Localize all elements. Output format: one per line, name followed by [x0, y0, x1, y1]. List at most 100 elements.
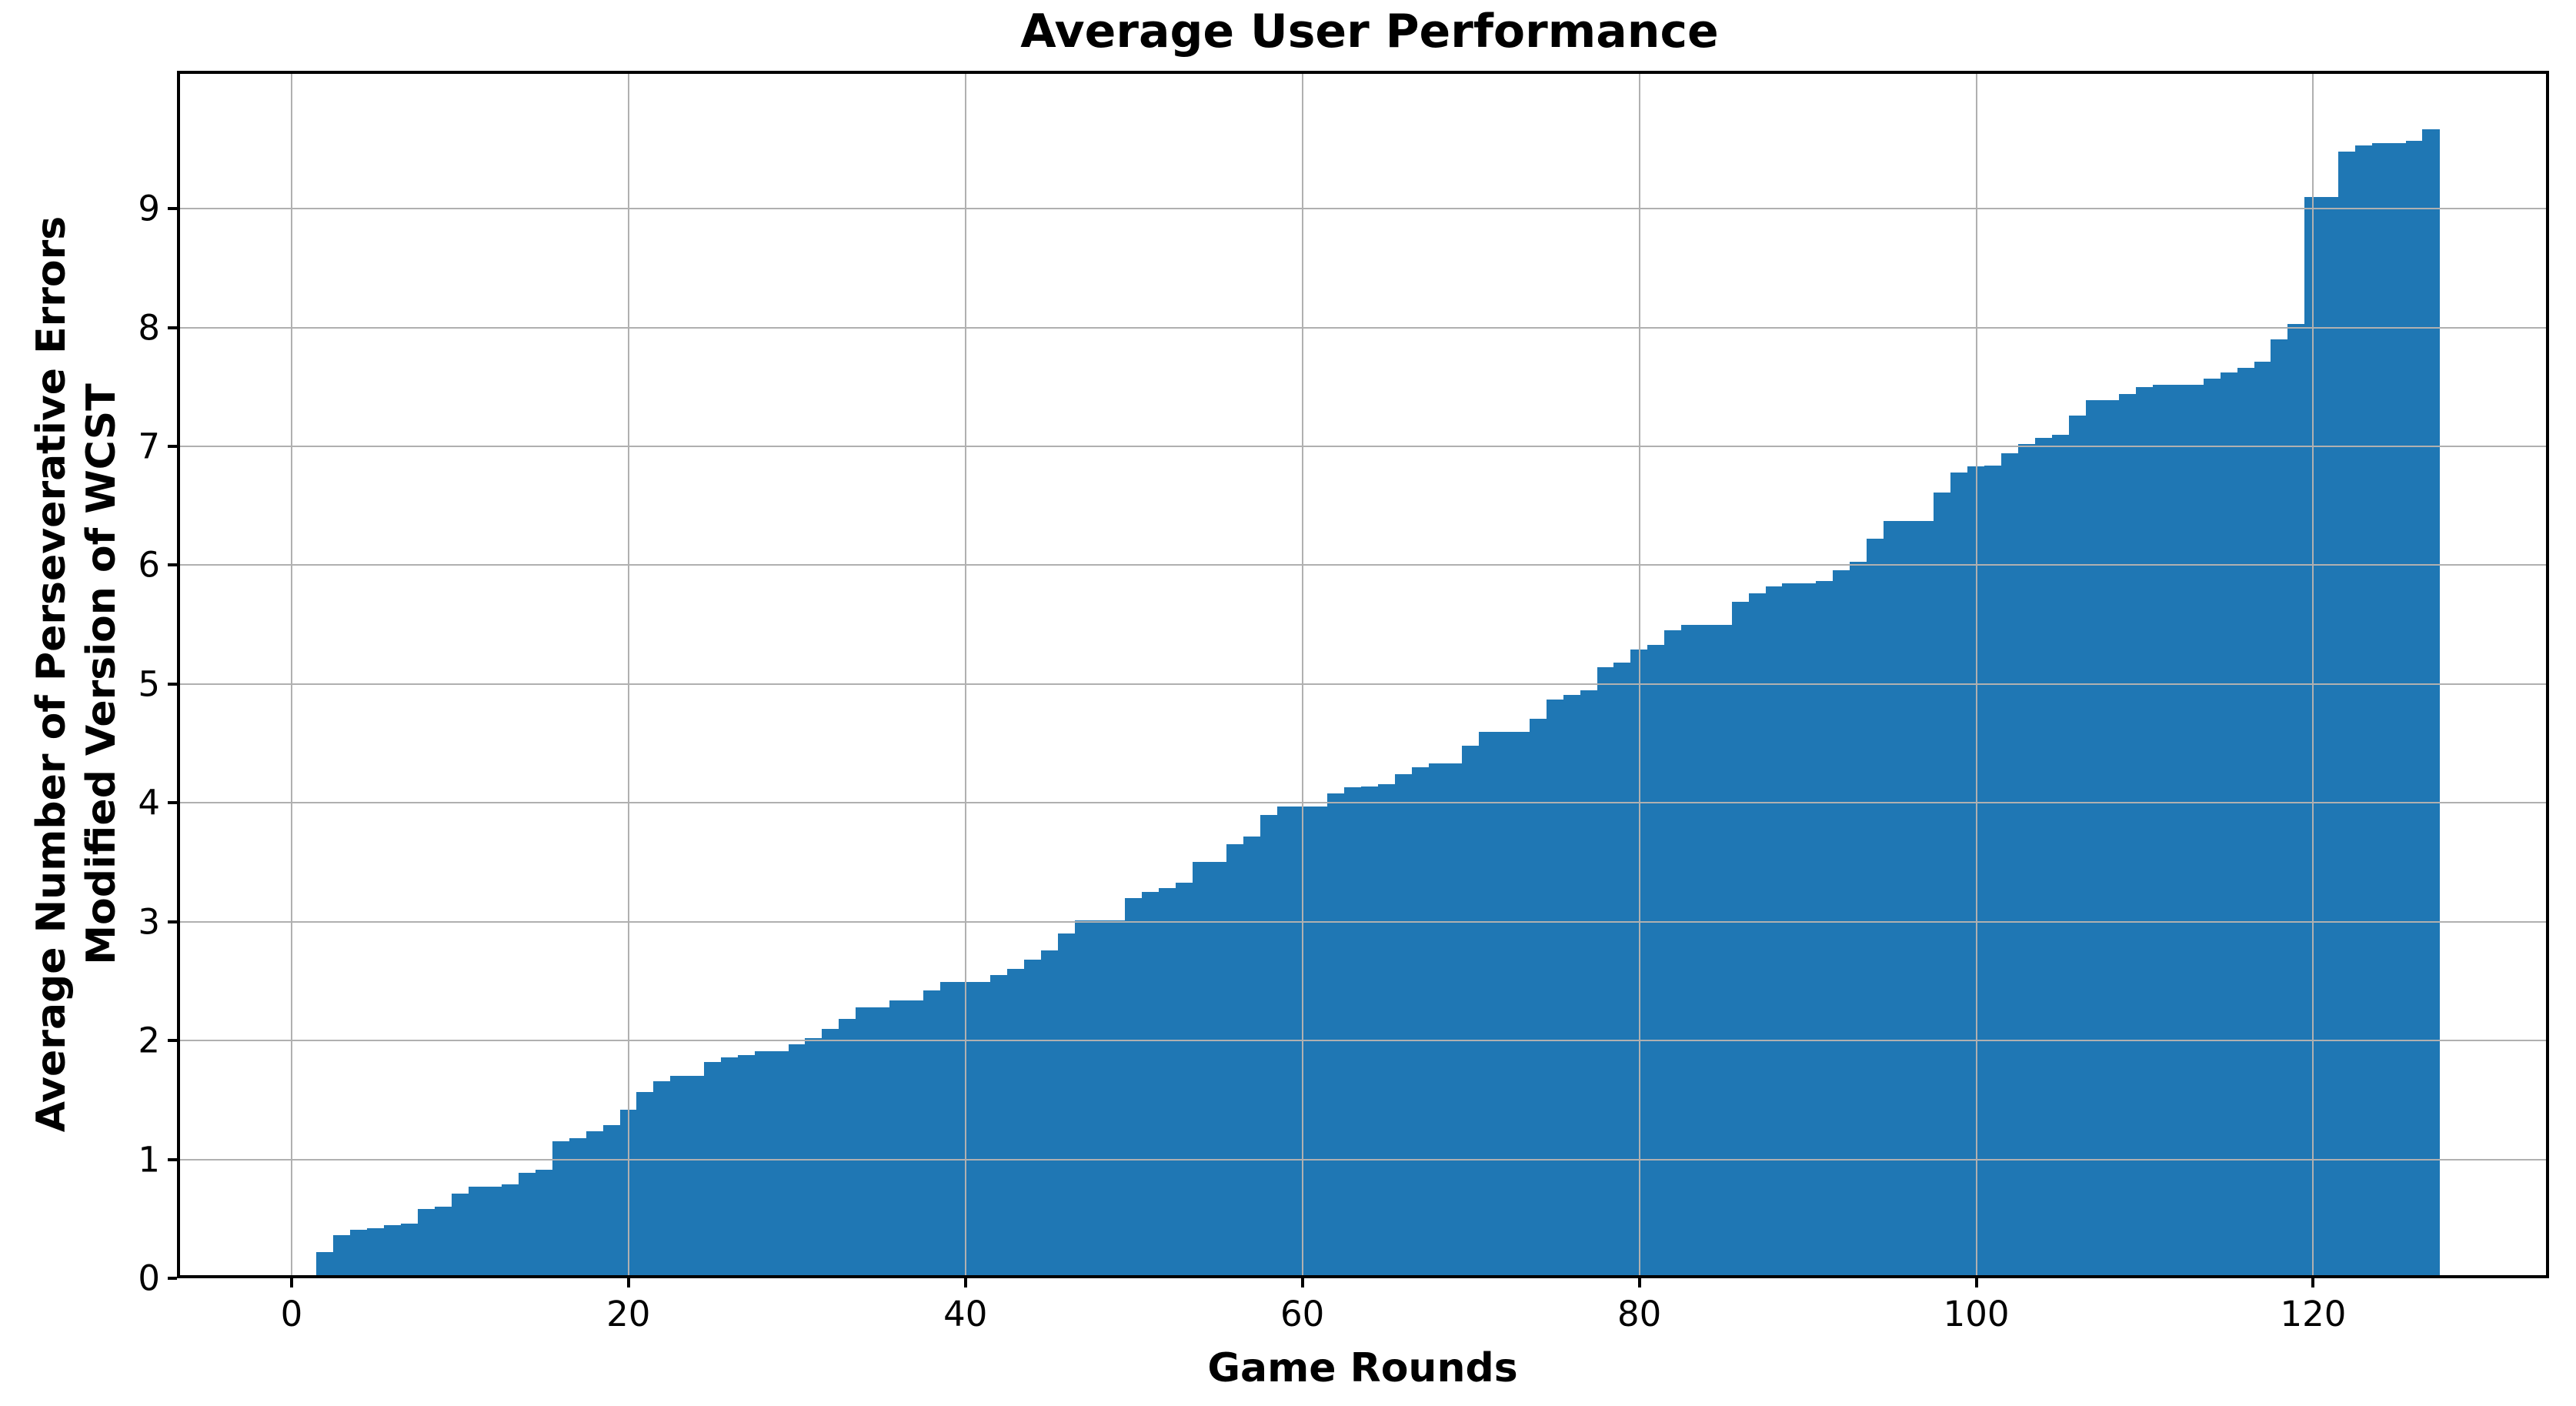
bar [1142, 892, 1160, 1278]
x-gridline [290, 71, 292, 1278]
bar [536, 1170, 553, 1278]
bar [2017, 443, 2036, 1278]
x-tick-label: 40 [943, 1294, 988, 1334]
bar [1546, 699, 1564, 1278]
bar [1176, 882, 1193, 1278]
bar [1782, 583, 1800, 1278]
y-gridline [177, 564, 2549, 566]
x-gridline [1638, 71, 1640, 1278]
bar [1479, 731, 1497, 1278]
bar [602, 1124, 621, 1278]
bar [569, 1137, 587, 1278]
bar [2153, 384, 2171, 1278]
bar [1276, 806, 1294, 1278]
bar [771, 1051, 789, 1278]
y-tick-mark [168, 920, 177, 923]
bar [2337, 152, 2356, 1278]
bar [451, 1194, 469, 1278]
bar [1125, 897, 1143, 1278]
bar [1664, 630, 1682, 1278]
bar [1377, 783, 1396, 1278]
x-tick-label: 100 [1943, 1294, 2010, 1334]
bar [2102, 399, 2120, 1278]
y-tick-label: 2 [138, 1020, 160, 1061]
bar [1529, 718, 1547, 1278]
bar [1007, 969, 1025, 1278]
y-tick-label: 0 [138, 1257, 160, 1299]
bar [1040, 950, 1059, 1278]
bar [2287, 323, 2305, 1278]
y-tick-mark [168, 1277, 177, 1280]
bar [384, 1224, 402, 1278]
bar [1647, 644, 1665, 1278]
bar [519, 1172, 536, 1278]
y-tick-mark [168, 563, 177, 567]
y-tick-label: 3 [138, 901, 160, 943]
bar [1597, 667, 1615, 1278]
x-tick-mark [2311, 1278, 2315, 1287]
bar [822, 1028, 839, 1278]
bar [2068, 415, 2087, 1278]
bar [788, 1044, 806, 1278]
bar [1833, 569, 1850, 1278]
y-gridline [177, 445, 2549, 447]
bar [889, 1000, 907, 1278]
bar [939, 982, 958, 1278]
bar [1445, 763, 1463, 1278]
x-gridline [1975, 71, 1977, 1278]
bar [1193, 862, 1210, 1278]
bar [1496, 731, 1513, 1278]
bar [873, 1007, 890, 1278]
bar [2170, 384, 2187, 1278]
bar [586, 1130, 604, 1278]
y-gridline [177, 683, 2549, 685]
y-gridline [177, 802, 2549, 804]
bar [990, 975, 1008, 1278]
bar [2203, 378, 2221, 1278]
bar [1024, 960, 1042, 1278]
bar [1816, 580, 1834, 1278]
bar [400, 1223, 419, 1278]
y-gridline [177, 920, 2549, 923]
plot-area [177, 71, 2549, 1278]
bar [1513, 731, 1530, 1278]
bar [2254, 362, 2271, 1278]
y-tick-mark [168, 801, 177, 805]
bar [2237, 368, 2255, 1278]
bar [316, 1252, 334, 1278]
bar [670, 1076, 688, 1278]
bar [1866, 539, 1884, 1278]
bar [923, 990, 941, 1278]
bar [1394, 774, 1413, 1278]
bar [1714, 624, 1733, 1278]
bar [856, 1007, 873, 1278]
y-gridline [177, 326, 2549, 329]
bar [1057, 933, 1076, 1278]
bar [2001, 453, 2019, 1278]
bar [2271, 339, 2288, 1278]
x-tick-mark [1974, 1278, 1978, 1287]
bar [1108, 920, 1126, 1278]
y-tick-label: 8 [138, 307, 160, 349]
bar [2119, 394, 2137, 1278]
bar [1731, 602, 1750, 1278]
bar [2388, 143, 2407, 1278]
x-tick-mark [626, 1278, 630, 1287]
y-tick-label: 6 [138, 544, 160, 586]
y-tick-label: 5 [138, 663, 160, 705]
y-gridline [177, 1158, 2549, 1161]
bar [1260, 814, 1278, 1278]
x-gridline [627, 71, 629, 1278]
bar [2321, 196, 2339, 1278]
bar [1563, 694, 1581, 1278]
bar [1950, 472, 1968, 1278]
bar [1580, 690, 1598, 1278]
bar [1883, 521, 1901, 1278]
bar [2422, 129, 2440, 1278]
x-axis-label: Game Rounds [1207, 1345, 1518, 1391]
x-gridline [2312, 71, 2314, 1278]
bar [1934, 493, 1951, 1278]
bar [552, 1141, 570, 1278]
y-tick-label: 4 [138, 782, 160, 823]
